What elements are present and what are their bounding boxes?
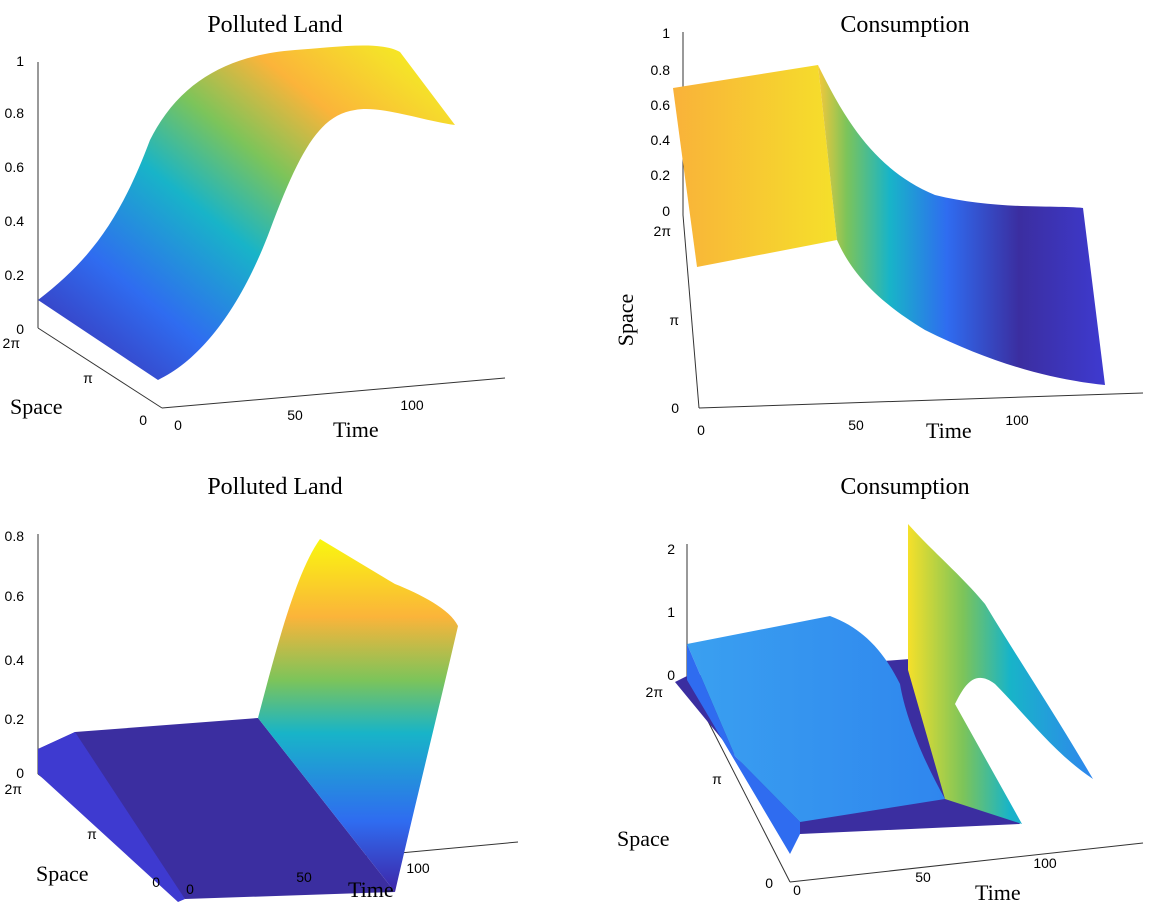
x-tick-label: 50 [296, 869, 312, 885]
y-tick-label: π [83, 370, 93, 386]
chart-title: Polluted Land [207, 12, 342, 38]
x-tick-label: 100 [400, 397, 424, 413]
z-tick-label: 1 [16, 53, 24, 69]
x-axis [698, 392, 1144, 409]
surface-plateau-side [687, 644, 800, 854]
chart-panel-4: Consumption 0 1 2 2π π 0 0 50 100 Space … [575, 454, 1149, 908]
x-axis-label: Time [348, 877, 394, 902]
x-tick-label: 50 [848, 417, 864, 433]
x-axis-label: Time [333, 417, 379, 442]
z-tick-label: 0.8 [5, 105, 25, 121]
x-tick-label: 50 [287, 407, 303, 423]
z-tick-label: 0 [16, 765, 24, 781]
z-tick-label: 0.4 [651, 132, 671, 148]
surface-plateau [687, 616, 945, 822]
z-ticks: 0 1 2 [667, 541, 675, 683]
z-tick-label: 0 [16, 321, 24, 337]
x-axis [161, 377, 506, 409]
z-ticks: 0 0.2 0.4 0.6 0.8 1 [5, 53, 25, 337]
surface-floor [38, 718, 395, 899]
chart-consumption-1: Consumption 0 0.2 0.4 0.6 0.8 1 2π π 0 0… [613, 12, 1144, 443]
chart-panel-3: Polluted Land 0 0.2 0.4 0.6 0.8 2π π 0 0… [0, 454, 575, 908]
x-tick-label: 0 [186, 881, 194, 897]
y-tick-label: 0 [139, 412, 147, 428]
y-axis-label: Space [10, 394, 63, 419]
y-tick-label: 2π [654, 223, 672, 239]
chart-panel-1: Polluted Land 0 0.2 0.4 0.6 0.8 1 2π π 0… [0, 0, 575, 454]
x-tick-label: 50 [915, 869, 931, 885]
z-tick-label: 0 [667, 667, 675, 683]
x-tick-label: 0 [697, 422, 705, 438]
x-axis [789, 842, 1144, 883]
y-tick-label: 0 [152, 874, 160, 890]
z-tick-label: 0.2 [651, 167, 671, 183]
z-ticks: 0 0.2 0.4 0.6 0.8 [5, 528, 25, 781]
y-tick-label: 2π [646, 684, 664, 700]
y-tick-label: 2π [3, 335, 21, 351]
z-tick-label: 0.4 [5, 213, 25, 229]
y-tick-label: π [669, 312, 679, 328]
y-axis [37, 327, 163, 409]
z-tick-label: 0.2 [5, 267, 25, 283]
surface-plateau [673, 65, 837, 267]
x-tick-label: 0 [793, 882, 801, 898]
x-tick-label: 100 [406, 860, 430, 876]
chart-title: Polluted Land [207, 474, 342, 500]
surface-spike [908, 524, 1093, 824]
y-axis [682, 214, 700, 409]
y-axis-label: Space [613, 294, 638, 347]
z-tick-label: 0.8 [5, 528, 25, 544]
z-tick-label: 0.8 [651, 62, 671, 78]
y-tick-label: 0 [671, 400, 679, 416]
chart-title: Consumption [840, 12, 969, 38]
y-axis-label: Space [36, 861, 89, 886]
x-axis-label: Time [926, 418, 972, 443]
y-tick-label: 0 [765, 875, 773, 891]
z-tick-label: 0 [662, 203, 670, 219]
surface-rise [258, 539, 458, 892]
x-tick-label: 100 [1033, 855, 1057, 871]
y-tick-label: π [87, 826, 97, 842]
surface-decay [818, 65, 1105, 385]
chart-polluted-land-2: Polluted Land 0 0.2 0.4 0.6 0.8 2π π 0 0… [5, 474, 519, 902]
chart-panel-2: Consumption 0 0.2 0.4 0.6 0.8 1 2π π 0 0… [575, 0, 1149, 454]
z-tick-label: 0.4 [5, 652, 25, 668]
x-tick-label: 0 [174, 417, 182, 433]
y-tick-label: π [712, 771, 722, 787]
z-tick-label: 0.6 [5, 588, 25, 604]
x-axis-label: Time [975, 880, 1021, 905]
z-ticks: 0 0.2 0.4 0.6 0.8 1 [651, 25, 671, 219]
z-tick-label: 1 [667, 604, 675, 620]
y-tick-label: 2π [5, 781, 23, 797]
z-tick-label: 2 [667, 541, 675, 557]
z-tick-label: 0.6 [651, 97, 671, 113]
x-tick-label: 100 [1005, 412, 1029, 428]
surface-edge [38, 732, 185, 902]
chart-consumption-2: Consumption 0 1 2 2π π 0 0 50 100 Space … [617, 474, 1144, 905]
chart-title: Consumption [840, 474, 969, 500]
chart-polluted-land-1: Polluted Land 0 0.2 0.4 0.6 0.8 1 2π π 0… [3, 12, 506, 442]
z-tick-label: 0.2 [5, 711, 25, 727]
y-axis-label: Space [617, 826, 670, 851]
z-tick-label: 0.6 [5, 159, 25, 175]
surface [38, 45, 455, 380]
z-tick-label: 1 [662, 25, 670, 41]
